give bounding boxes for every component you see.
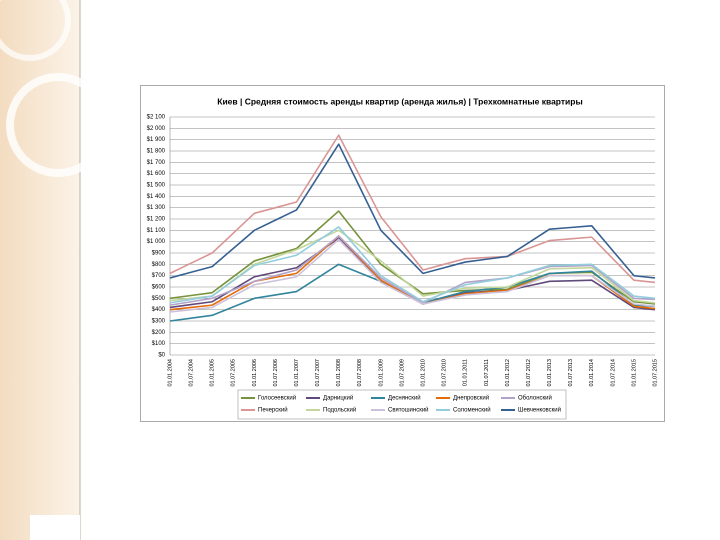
series-line [169, 238, 656, 313]
x-tick-label: 01.07.2014 [610, 359, 616, 387]
y-tick-label: $1 700 [147, 160, 166, 166]
y-tick-label: $1 100 [147, 228, 166, 234]
legend-label: Оболонский [518, 395, 552, 402]
legend-label: Днепровский [453, 395, 489, 402]
x-tick-label: 01.07.2008 [357, 359, 363, 387]
x-tick-label: 01.01.2013 [547, 359, 553, 387]
y-tick-label: $1 800 [147, 149, 166, 155]
legend-label: Печерский [258, 407, 288, 414]
x-tick-label: 01.01.2012 [505, 359, 511, 387]
decor-circle [0, 0, 71, 61]
decor-block [30, 515, 80, 540]
x-tick-label: 01.07.2007 [315, 359, 321, 387]
series-line [169, 229, 656, 304]
series-line [169, 143, 656, 279]
x-tick-label: 01.01.2008 [336, 359, 342, 387]
x-tick-label: 01.01.2006 [252, 359, 258, 387]
y-tick-label: $2 000 [147, 126, 166, 132]
legend-box [237, 389, 567, 420]
decor-circle [6, 73, 110, 177]
y-tick-label: $500 [152, 296, 166, 302]
legend-label: Деснянский [388, 395, 421, 402]
x-tick-label: 01.01.2005 [210, 359, 216, 387]
x-tick-label: 01.01.2009 [378, 359, 384, 387]
y-tick-label: $0 [158, 353, 165, 359]
series-line [169, 226, 656, 304]
series-line [169, 235, 656, 306]
y-tick-label: $400 [152, 307, 166, 313]
y-tick-label: $1 000 [147, 239, 166, 245]
y-tick-label: $600 [152, 285, 166, 291]
legend-label: Святошинский [388, 407, 429, 414]
y-tick-label: $200 [152, 330, 166, 336]
y-tick-label: $300 [152, 319, 166, 325]
x-tick-label: 01.07.2011 [484, 359, 490, 386]
x-tick-label: 01.01.2011 [463, 359, 469, 386]
x-tick-label: 01.01.2015 [631, 359, 637, 387]
x-tick-label: 01.07.2012 [526, 359, 532, 387]
x-tick-label: 01.07.2010 [442, 359, 448, 387]
x-tick-label: 01.01.2014 [589, 359, 595, 387]
y-tick-label: $800 [152, 262, 166, 268]
legend-label: Голосеевский [258, 395, 296, 402]
y-tick-label: $1 200 [147, 217, 166, 223]
y-tick-label: $1 400 [147, 194, 166, 200]
x-tick-label: 01.07.2006 [273, 359, 279, 387]
chart-title: Киев | Средняя стоимость аренды квартир … [217, 96, 582, 106]
y-tick-label: $100 [152, 341, 166, 347]
x-tick-label: 01.01.2004 [167, 359, 173, 387]
y-tick-label: $700 [152, 273, 166, 279]
legend-label: Соломенский [453, 407, 491, 414]
y-tick-label: $1 300 [147, 205, 166, 211]
y-tick-label: $1 600 [147, 171, 166, 177]
y-tick-label: $1 500 [147, 183, 166, 189]
x-tick-label: 01.07.2009 [399, 359, 405, 387]
y-tick-label: $1 900 [147, 137, 166, 143]
series-line [169, 134, 656, 284]
x-tick-label: 01.07.2004 [189, 359, 195, 387]
x-tick-label: 01.01.2010 [420, 359, 426, 387]
legend-label: Подольский [323, 407, 356, 414]
decor-strip [0, 0, 80, 540]
legend-label: Шевченковский [518, 407, 561, 414]
y-tick-label: $2 100 [147, 115, 166, 121]
y-tick-label: $900 [152, 251, 166, 257]
x-tick-label: 01.07.2005 [231, 359, 237, 387]
legend-label: Дарницкий [323, 395, 353, 402]
x-tick-label: 01.07.2015 [652, 359, 658, 387]
x-tick-label: 01.07.2013 [568, 359, 574, 387]
x-tick-label: 01.01.2007 [294, 359, 300, 387]
